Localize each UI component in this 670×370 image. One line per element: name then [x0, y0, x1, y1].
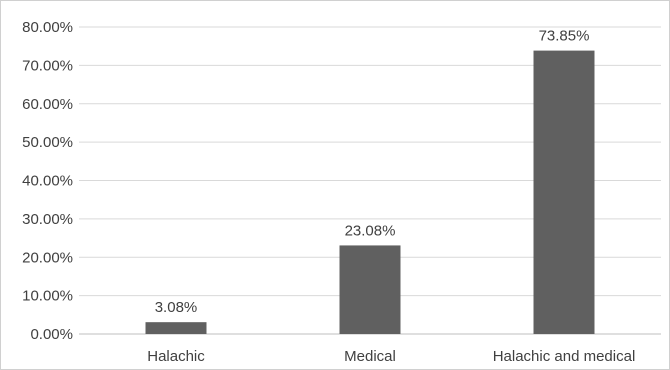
data-label: 23.08% [345, 222, 396, 239]
x-category-label: Halachic [147, 348, 205, 365]
bars [145, 50, 595, 335]
data-label: 3.08% [155, 299, 198, 316]
gridlines [79, 26, 661, 335]
y-tick-label: 20.00% [22, 249, 73, 266]
data-labels: 3.08% 23.08% 73.85% [155, 28, 590, 317]
y-tick-label: 60.00% [22, 96, 73, 113]
bar-halachic [145, 322, 207, 334]
y-tick-label: 70.00% [22, 57, 73, 74]
y-tick-label: 50.00% [22, 134, 73, 151]
bar-medical [339, 245, 401, 334]
y-tick-label: 80.00% [22, 19, 73, 36]
y-axis-tick-labels: 0.00% 10.00% 20.00% 30.00% 40.00% 50.00% 60.00… [22, 19, 73, 343]
x-axis-category-labels: Halachic Medical Halachic and medical [147, 348, 635, 365]
bar-halachic-and-medical [533, 50, 595, 335]
data-label: 73.85% [539, 28, 590, 45]
x-category-label: Halachic and medical [493, 348, 636, 365]
y-tick-label: 10.00% [22, 288, 73, 305]
x-category-label: Medical [344, 348, 396, 365]
y-tick-label: 0.00% [30, 326, 73, 343]
y-tick-label: 30.00% [22, 211, 73, 228]
y-tick-label: 40.00% [22, 173, 73, 190]
